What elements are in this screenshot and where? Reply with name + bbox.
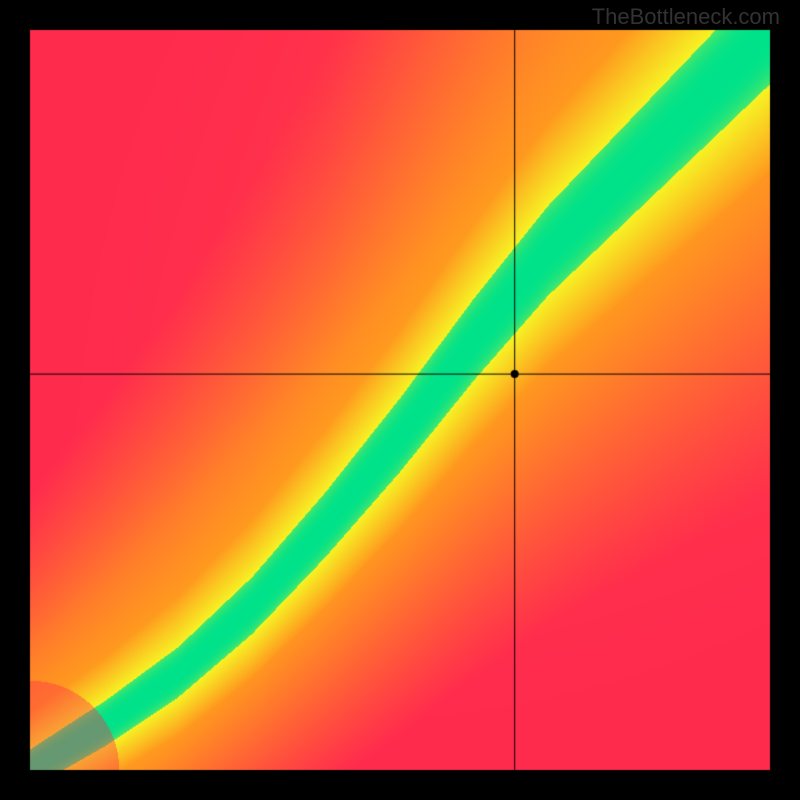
chart-container: TheBottleneck.com [0, 0, 800, 800]
attribution-label: TheBottleneck.com [592, 4, 780, 30]
bottleneck-heatmap [0, 0, 800, 800]
